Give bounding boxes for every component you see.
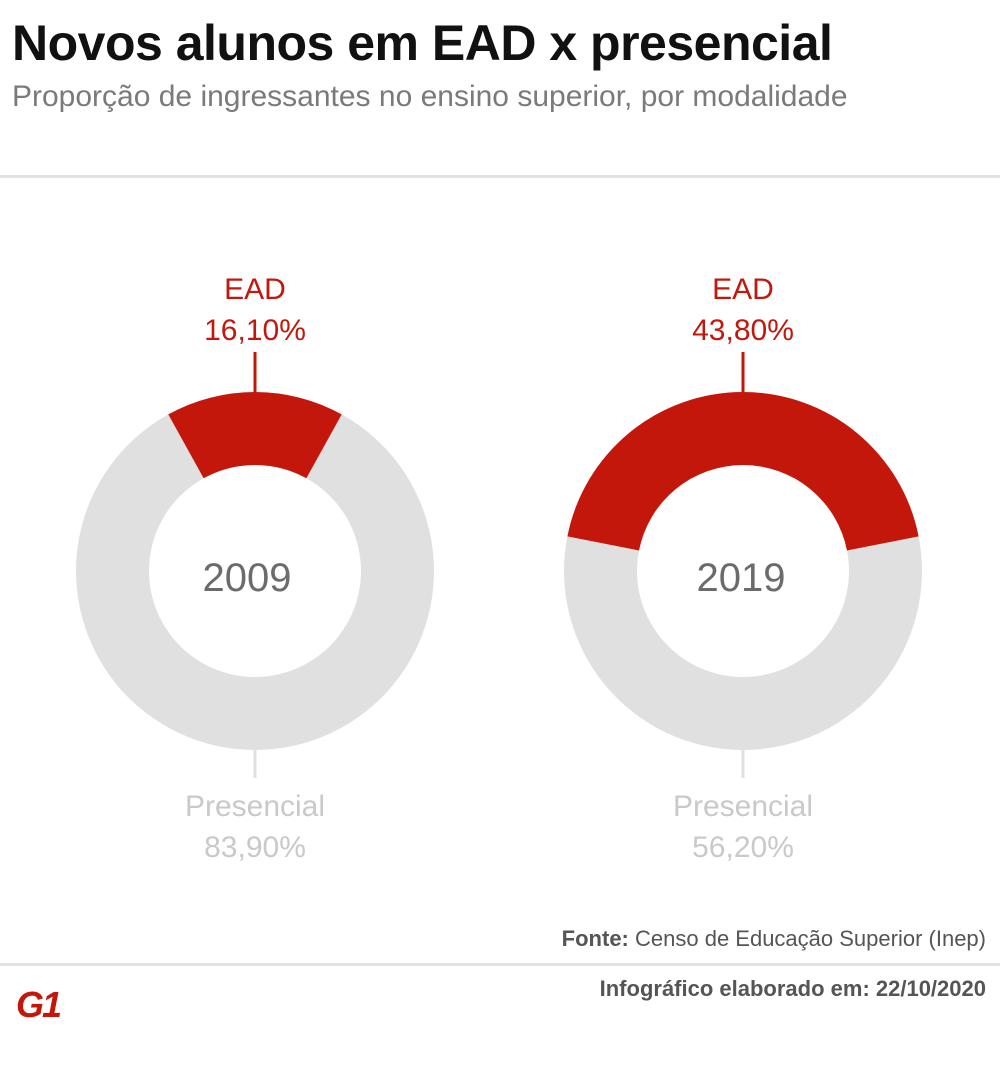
slice-ead	[168, 391, 342, 479]
slice-presencial	[75, 414, 434, 750]
donut-chart-2019: EAD 43,80% 2019 Presencial 56,20%	[564, 273, 922, 864]
source-text: Censo de Educação Superior (Inep)	[635, 926, 986, 951]
presencial-value: 56,20%	[692, 831, 794, 864]
source-note: Fonte: Censo de Educação Superior (Inep)	[562, 926, 986, 952]
source-label: Fonte:	[561, 926, 629, 951]
chart-subtitle: Proporção de ingressantes no ensino supe…	[12, 80, 848, 113]
slice-ead	[567, 392, 919, 551]
ead-value: 16,10%	[204, 314, 306, 347]
presencial-value: 83,90%	[204, 831, 306, 864]
donut-chart-2009: EAD 16,10% 2009 Presencial 83,90%	[75, 273, 434, 864]
ead-label: EAD	[712, 273, 774, 306]
presencial-label: Presencial	[185, 790, 325, 823]
slice-presencial	[564, 536, 922, 751]
chart-title: Novos alunos em EAD x presencial	[12, 15, 833, 71]
g1-logo: G1	[16, 984, 62, 1025]
infographic-credit: Infográfico elaborado em: 22/10/2020	[599, 976, 986, 1001]
top-divider	[0, 175, 1000, 178]
presencial-label: Presencial	[673, 790, 813, 823]
ead-label: EAD	[224, 273, 286, 306]
bottom-divider	[0, 963, 1000, 966]
year-label: 2019	[697, 556, 786, 600]
ead-value: 43,80%	[692, 314, 794, 347]
year-label: 2009	[203, 556, 292, 600]
